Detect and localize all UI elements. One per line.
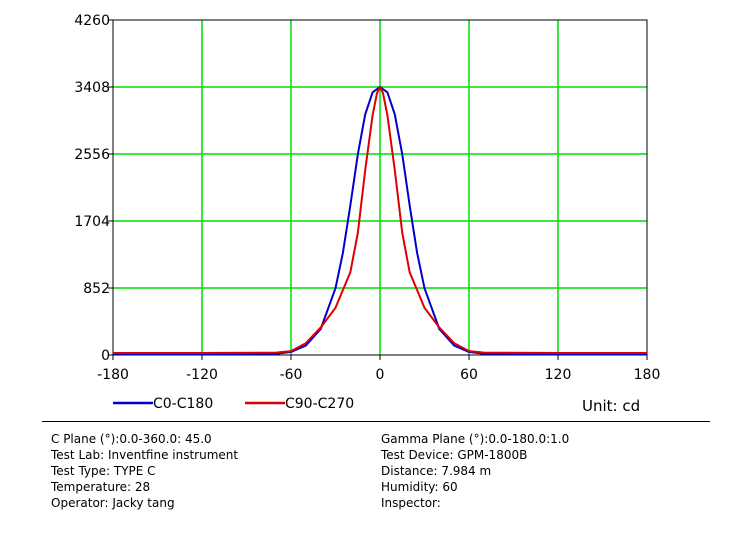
info-test-device: Test Device: GPM-1800B (381, 448, 528, 462)
intensity-chart: 0 852 1704 2556 3408 4260 -180 -120 -60 0 60 120 18… (74, 13, 660, 412)
info-temperature: Temperature: 28 (51, 480, 151, 494)
y-axis-ticks: 0 852 1704 2556 3408 4260 (74, 13, 113, 364)
x-tick-label: 180 (634, 367, 661, 383)
y-tick-label: 852 (83, 281, 110, 297)
grid-lines (113, 20, 647, 355)
y-tick-label: 1704 (74, 214, 110, 230)
x-tick-label: -180 (97, 367, 129, 383)
legend-label: C90-C270 (285, 396, 354, 412)
divider (42, 421, 710, 422)
info-right: Gamma Plane (°):0.0-180.0:1.0 Test Devic… (381, 431, 569, 511)
x-tick-label: 60 (460, 367, 478, 383)
x-tick-label: -60 (280, 367, 303, 383)
info-test-type: Test Type: TYPE C (51, 464, 156, 478)
info-c-plane: C Plane (°):0.0-360.0: 45.0 (51, 432, 212, 446)
y-tick-label: 0 (101, 348, 110, 364)
legend: C0-C180 C90-C270 (113, 396, 354, 412)
info-gamma-plane: Gamma Plane (°):0.0-180.0:1.0 (381, 432, 570, 446)
info-inspector: Inspector: (381, 496, 441, 510)
x-tick-label: -120 (186, 367, 218, 383)
info-test-lab: Test Lab: Inventfine instrument (51, 448, 239, 462)
info-humidity: Humidity: 60 (381, 480, 458, 494)
y-tick-label: 3408 (74, 80, 110, 96)
unit-label: Unit: cd (582, 397, 641, 415)
info-left: C Plane (°):0.0-360.0: 45.0 Test Lab: In… (51, 431, 238, 511)
info-distance: Distance: 7.984 m (381, 464, 492, 478)
y-tick-label: 4260 (74, 13, 110, 29)
series-lines (113, 86, 647, 356)
info-operator: Operator: Jacky tang (51, 496, 175, 510)
y-tick-label: 2556 (74, 147, 110, 163)
x-axis-ticks: -180 -120 -60 0 60 120 180 (97, 355, 660, 383)
x-tick-label: 0 (376, 367, 385, 383)
series-line-C90-C270 (113, 86, 647, 354)
legend-label: C0-C180 (153, 396, 213, 412)
x-tick-label: 120 (545, 367, 572, 383)
